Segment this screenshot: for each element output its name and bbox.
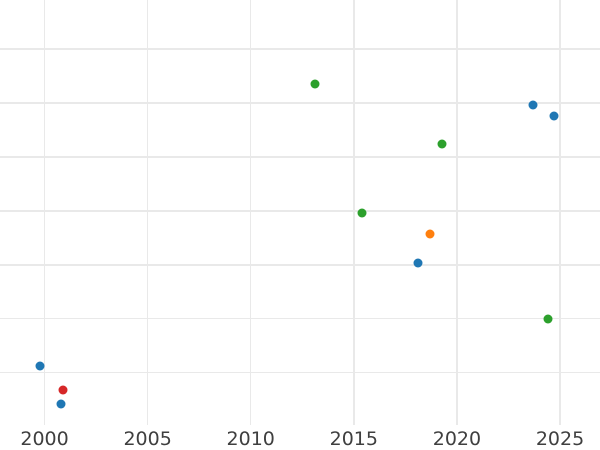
gridline-horizontal [0, 264, 600, 266]
scatter-point-blue [528, 100, 538, 110]
scatter-point-blue [413, 258, 423, 268]
scatter-point-orange [425, 229, 435, 239]
gridline-horizontal [0, 318, 600, 320]
gridline-vertical [250, 0, 252, 425]
gridline-vertical [456, 0, 458, 425]
x-tick-label: 2025 [535, 428, 585, 450]
scatter-point-blue [35, 361, 45, 371]
x-tick-label: 2005 [123, 428, 172, 450]
gridline-horizontal [0, 102, 600, 104]
x-tick-label: 2010 [226, 428, 275, 450]
x-tick-label: 2000 [20, 428, 69, 450]
gridline-vertical [559, 0, 561, 425]
x-tick-label: 2015 [329, 428, 378, 450]
scatter-point-green [437, 139, 447, 149]
scatter-point-blue [549, 111, 559, 121]
gridline-horizontal [0, 156, 600, 158]
x-tick-label: 2020 [432, 428, 482, 450]
scatter-point-red [58, 385, 68, 395]
gridline-horizontal [0, 372, 600, 374]
gridline-vertical [353, 0, 355, 425]
scatter-point-blue [56, 399, 66, 409]
scatter-point-green [357, 208, 367, 218]
gridline-vertical [146, 0, 149, 425]
gridline-horizontal [0, 210, 600, 212]
gridline-horizontal [0, 48, 600, 50]
scatter-point-green [543, 314, 553, 324]
scatter-point-green [310, 79, 320, 89]
gridline-vertical [43, 0, 46, 425]
